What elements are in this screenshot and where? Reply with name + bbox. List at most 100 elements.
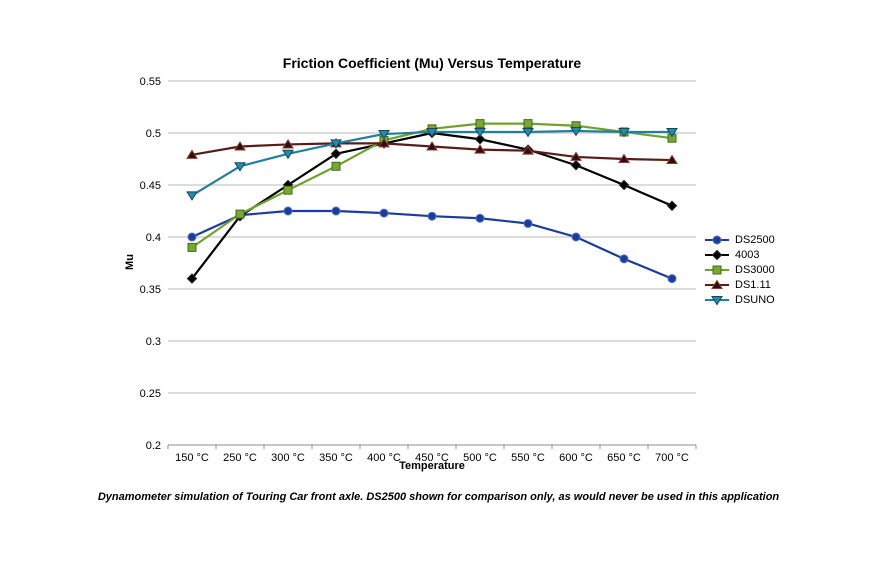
- series-DS3000: [187, 119, 677, 252]
- y-tick-label: 0.35: [140, 284, 161, 296]
- x-tick-label: 600 °C: [559, 452, 593, 464]
- series-marker: [711, 295, 723, 305]
- x-tick-label: 550 °C: [511, 452, 545, 464]
- legend-marker: [711, 279, 723, 289]
- legend-marker: [711, 249, 723, 260]
- legend-swatch-diamond-icon: [705, 249, 729, 260]
- legend-swatch-triangle-down-icon: [705, 295, 729, 305]
- y-tick-label: 0.5: [146, 128, 161, 140]
- chart-title: Friction Coefficient (Mu) Versus Tempera…: [282, 55, 582, 71]
- legend-swatch-triangle-up-icon: [705, 279, 729, 289]
- series-4003: [186, 127, 678, 284]
- legend-marker-triangle-down-icon: [704, 294, 730, 306]
- y-tick-label: 0.55: [140, 76, 161, 88]
- series-marker: [475, 213, 485, 223]
- series-line: [191, 209, 673, 280]
- series-line: [191, 129, 672, 197]
- series-marker: [475, 119, 485, 129]
- series-marker: [619, 254, 629, 264]
- y-tick-label: 0.45: [140, 180, 161, 192]
- legend-label: DS3000: [735, 263, 775, 276]
- legend-marker-circle-icon: [704, 234, 730, 246]
- x-tick-label: 450 °C: [415, 452, 449, 464]
- series-marker: [474, 127, 486, 138]
- series-marker: [522, 127, 534, 138]
- series-marker: [474, 133, 486, 145]
- series-marker: [379, 208, 389, 218]
- series-marker: [711, 279, 723, 289]
- series-marker: [474, 144, 486, 154]
- series-marker: [571, 232, 581, 242]
- series-marker: [234, 162, 246, 172]
- series-marker: [187, 232, 197, 242]
- x-tick-label: 700 °C: [655, 452, 689, 464]
- series-marker: [666, 154, 678, 165]
- series-marker: [427, 211, 437, 221]
- series-line: [191, 131, 673, 280]
- series-marker: [523, 218, 533, 228]
- chart-caption: Dynamometer simulation of Touring Car fr…: [97, 491, 780, 503]
- legend-marker-square-icon: [704, 264, 730, 276]
- series-marker: [570, 126, 582, 137]
- legend: DS2500 4003 DS3000 DS1.11 DSUNO: [704, 232, 775, 307]
- series-marker: [235, 209, 245, 219]
- series-marker: [426, 127, 438, 138]
- series-marker: [712, 265, 722, 274]
- legend-swatch-circle-icon: [705, 235, 729, 244]
- series-marker: [618, 153, 630, 163]
- series-DSUNO: [186, 126, 678, 201]
- series-marker: [331, 206, 341, 216]
- series-marker: [283, 185, 293, 195]
- series-marker: [186, 149, 198, 159]
- series-marker: [331, 161, 341, 171]
- series-marker: [282, 138, 294, 149]
- legend-item-dsuno: DSUNO: [704, 292, 775, 307]
- legend-marker: [711, 295, 723, 305]
- series-marker: [186, 191, 198, 201]
- series-marker: [570, 159, 582, 171]
- series-marker: [711, 249, 723, 260]
- x-tick-label: 350 °C: [319, 452, 353, 464]
- legend-item-ds2500: DS2500: [704, 232, 775, 247]
- series-marker: [330, 148, 342, 160]
- series-marker: [378, 137, 390, 148]
- y-tick-label: 0.3: [146, 336, 161, 348]
- x-tick-label: 400 °C: [367, 452, 401, 464]
- series-marker: [667, 274, 677, 284]
- x-tick-label: 650 °C: [607, 452, 641, 464]
- legend-marker: [712, 265, 722, 274]
- legend-label: DS2500: [735, 233, 775, 246]
- series-marker: [234, 141, 246, 151]
- x-tick-label: 150 °C: [175, 452, 209, 464]
- series-marker: [186, 273, 198, 284]
- series-marker: [666, 127, 678, 138]
- series-marker: [522, 145, 534, 155]
- y-tick-label: 0.4: [146, 232, 161, 244]
- series-marker: [570, 151, 582, 161]
- legend-label: DSUNO: [735, 293, 775, 306]
- series-marker: [426, 141, 438, 151]
- series-marker: [330, 139, 342, 149]
- legend-swatch-square-icon: [705, 265, 729, 274]
- series-marker: [378, 130, 390, 140]
- series-DS2500: [187, 206, 677, 284]
- legend-marker: [712, 235, 722, 244]
- legend-item-ds3000: DS3000: [704, 262, 775, 277]
- x-axis-title: Temperature: [399, 460, 465, 472]
- y-tick-label: 0.2: [146, 440, 161, 452]
- legend-item-4003: 4003: [704, 247, 775, 262]
- series-marker: [187, 242, 197, 252]
- series-marker: [282, 149, 294, 160]
- x-tick-label: 250 °C: [223, 452, 257, 464]
- series-marker: [523, 119, 533, 129]
- legend-item-ds1-11: DS1.11: [704, 277, 775, 292]
- legend-marker-diamond-icon: [704, 249, 730, 261]
- x-tick-label: 500 °C: [463, 452, 497, 464]
- series-marker: [618, 179, 630, 191]
- series-marker: [283, 206, 293, 216]
- series-marker: [666, 200, 678, 212]
- series-marker: [618, 127, 630, 138]
- x-tick-label: 300 °C: [271, 452, 305, 464]
- series-marker: [712, 235, 722, 244]
